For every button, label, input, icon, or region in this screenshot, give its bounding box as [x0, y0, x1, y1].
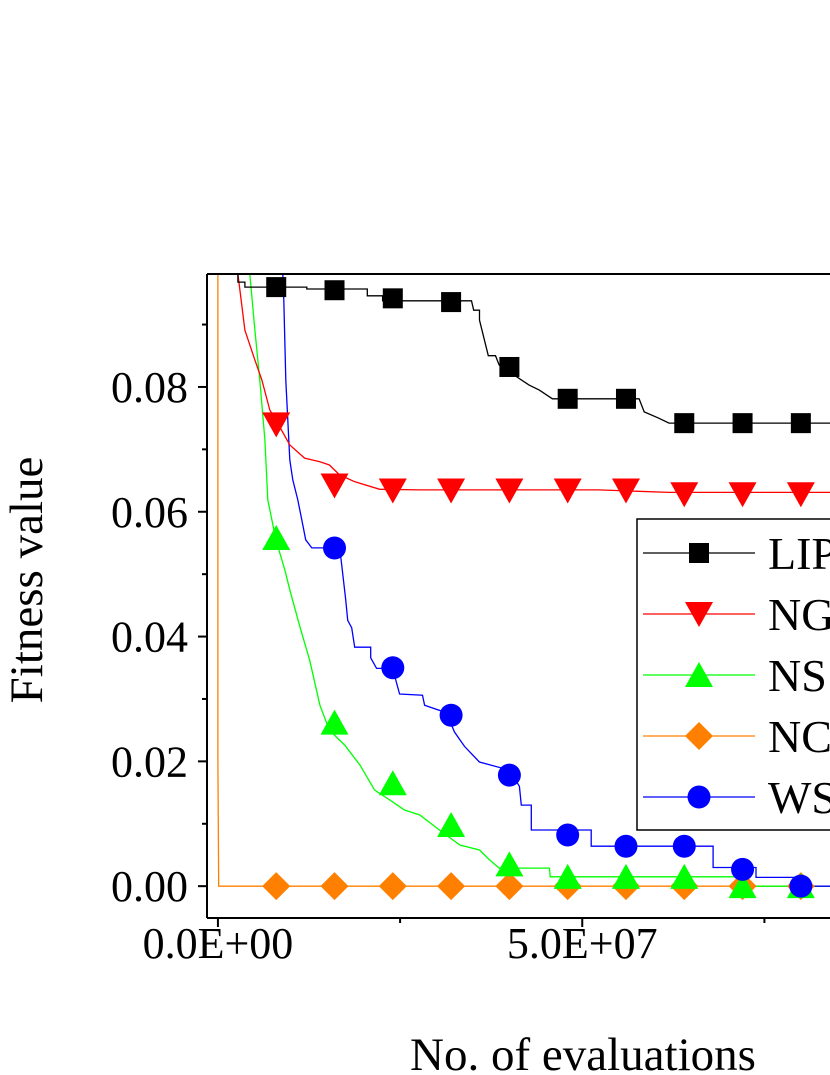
data-point-lip — [615, 388, 636, 409]
data-point-nc — [495, 872, 524, 901]
data-point-ng — [786, 482, 815, 508]
data-point-ws — [789, 874, 813, 898]
data-point-nc — [262, 872, 291, 901]
data-point-ns — [670, 863, 699, 889]
data-point-lip — [732, 413, 753, 434]
data-point-ws — [672, 834, 696, 858]
data-point-ns — [437, 812, 466, 838]
data-point-ns — [553, 863, 582, 889]
data-point-ws — [556, 823, 580, 847]
y-axis-label: Fitness value — [1, 457, 53, 704]
y-tick-label: 0.08 — [111, 363, 188, 412]
y-tick-label: 0.00 — [111, 862, 188, 911]
data-point-ng — [553, 478, 582, 504]
series-line-lip — [237, 274, 830, 424]
legend-marker-ng — [685, 602, 713, 627]
data-point-lip — [324, 280, 345, 301]
data-point-lip — [674, 413, 695, 434]
data-point-ng — [378, 478, 407, 504]
plot-area — [217, 274, 830, 901]
data-point-ws — [381, 656, 405, 680]
data-point-ng — [611, 478, 640, 504]
data-point-lip — [499, 356, 520, 377]
legend-label-nc: NC — [768, 711, 830, 762]
data-point-nc — [437, 872, 466, 901]
axes: 0.00 0.02 0.04 0.06 0.08 0.0E+00 5.0E+07 — [111, 273, 830, 968]
x-axis-label: No. of evaluations — [410, 1029, 756, 1075]
data-point-ws — [439, 703, 463, 727]
data-point-ws — [731, 857, 755, 881]
series-line-ws — [282, 274, 830, 887]
data-point-ns — [320, 709, 349, 735]
data-point-ns — [495, 851, 524, 877]
data-point-lip — [382, 288, 403, 309]
legend-marker-lip — [689, 543, 709, 563]
data-point-ng — [320, 473, 349, 499]
x-tick-label: 5.0E+07 — [507, 919, 658, 968]
legend-label-ws: WS — [768, 772, 830, 823]
y-tick-label: 0.04 — [111, 613, 188, 662]
data-point-ns — [728, 873, 757, 899]
legend-label-ns: NS — [768, 650, 827, 701]
data-point-lip — [557, 388, 578, 409]
series-line-nc — [217, 274, 830, 887]
data-point-lip — [441, 292, 462, 313]
y-tick-label: 0.06 — [111, 488, 188, 537]
legend-label-lip: LIP — [768, 528, 830, 579]
legend-label-ng: NG — [768, 589, 830, 640]
data-point-ns — [378, 770, 407, 796]
legend-marker-ws — [687, 785, 711, 809]
data-point-ng — [495, 478, 524, 504]
data-point-ws — [614, 834, 638, 858]
data-point-lip — [266, 277, 287, 298]
series-group — [217, 274, 830, 901]
data-point-ng — [262, 412, 291, 438]
data-point-ws — [497, 763, 521, 787]
x-tick-label: 0.0E+00 — [143, 919, 294, 968]
y-tick-label: 0.02 — [111, 737, 188, 786]
data-point-ng — [670, 482, 699, 508]
data-point-nc — [378, 872, 407, 901]
data-point-ng — [728, 482, 757, 508]
data-point-ws — [323, 536, 347, 560]
series-line-ng — [237, 274, 830, 494]
data-point-ns — [262, 524, 291, 550]
data-point-ns — [611, 863, 640, 889]
data-point-ng — [437, 478, 466, 504]
data-point-nc — [320, 872, 349, 901]
legend: LIP NG NS NC WS — [636, 518, 830, 831]
legend-marker-ns — [685, 662, 713, 687]
data-point-lip — [790, 413, 811, 434]
legend-marker-nc — [685, 722, 713, 750]
